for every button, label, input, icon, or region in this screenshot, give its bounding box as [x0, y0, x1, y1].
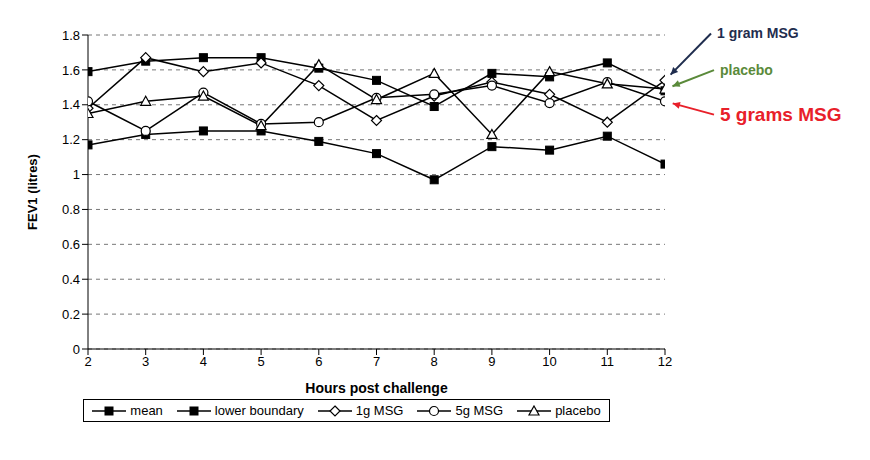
svg-text:8: 8: [431, 354, 438, 369]
svg-text:5 grams MSG: 5 grams MSG: [720, 104, 841, 125]
svg-text:0.8: 0.8: [62, 202, 80, 217]
svg-text:3: 3: [142, 354, 149, 369]
svg-text:1.4: 1.4: [62, 97, 80, 112]
svg-text:placebo: placebo: [720, 62, 773, 78]
html-text:1g MSG: 1g MSG: [355, 403, 404, 418]
html-text:placebo: placebo: [555, 403, 601, 418]
svg-text:0: 0: [73, 342, 80, 357]
svg-text:1 gram MSG: 1 gram MSG: [717, 25, 799, 41]
svg-text:12: 12: [658, 354, 672, 369]
html-text:lower boundary: lower boundary: [214, 403, 304, 418]
svg-text:1.8: 1.8: [62, 28, 80, 43]
svg-text:0.6: 0.6: [62, 237, 80, 252]
svg-text:2: 2: [84, 354, 91, 369]
svg-text:0.2: 0.2: [62, 307, 80, 322]
svg-text:4: 4: [200, 354, 207, 369]
svg-text:1.6: 1.6: [62, 63, 80, 78]
svg-text:5: 5: [257, 354, 264, 369]
svg-text:1: 1: [73, 167, 80, 182]
svg-text:11: 11: [601, 354, 615, 369]
svg-text:1.2: 1.2: [62, 132, 80, 147]
svg-text:FEV1 (litres): FEV1 (litres): [25, 154, 40, 230]
svg-text:10: 10: [542, 354, 556, 369]
svg-text:Hours post challenge: Hours post challenge: [305, 380, 448, 396]
svg-text:9: 9: [488, 354, 495, 369]
html-text:5g MSG: 5g MSG: [455, 403, 504, 418]
svg-text:0.4: 0.4: [62, 272, 80, 287]
svg-text:7: 7: [373, 354, 380, 369]
svg-text:6: 6: [315, 354, 322, 369]
html-text:mean: mean: [130, 403, 163, 418]
